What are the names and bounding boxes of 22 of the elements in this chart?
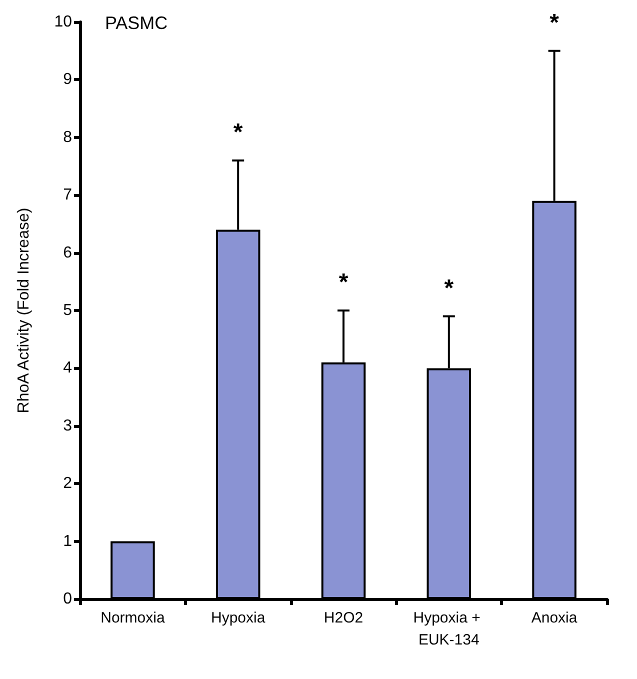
x-tick-label: H2O2	[324, 610, 364, 626]
x-tick-label: Normoxia	[100, 610, 166, 626]
annotation: *	[444, 274, 454, 302]
y-tick-label: 1	[63, 532, 72, 550]
x-tick-label: Anoxia	[531, 610, 578, 626]
y-tick-label: 2	[63, 475, 72, 492]
y-tick-label: 10	[54, 14, 72, 30]
y-tick-label: 6	[63, 244, 72, 262]
y-tick-label: 3	[63, 417, 72, 434]
y-tick-label: 7	[63, 186, 72, 204]
y-tick-label: 4	[63, 360, 72, 377]
y-tick-label: 9	[63, 71, 72, 88]
y-axis-title: RhoA Activity (Fold Increase)	[16, 208, 32, 414]
annotation: *	[550, 9, 560, 36]
annotation: *	[338, 269, 349, 296]
x-tick-label: Hypoxia	[211, 610, 266, 626]
x-tick-label: Hypoxia + EUK-134	[413, 610, 485, 648]
chart-title: PASMC	[105, 13, 168, 33]
y-tick-label: 0	[63, 590, 72, 608]
y-tick-label: 8	[63, 128, 72, 146]
annotation: *	[233, 118, 244, 146]
y-tick-label: 5	[63, 302, 72, 319]
